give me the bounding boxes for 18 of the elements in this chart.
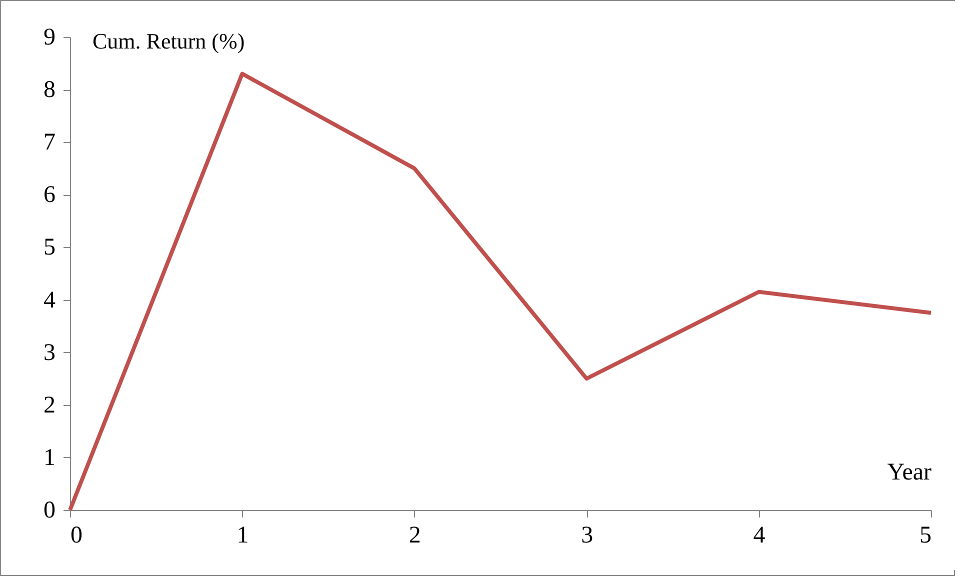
y-tick-label: 5 — [44, 234, 56, 261]
x-tick-label: 5 — [920, 522, 932, 548]
y-tick-label: 7 — [44, 130, 56, 156]
y-tick-label: 6 — [44, 182, 56, 208]
y-axis-title: Cum. Return (%) — [92, 28, 245, 54]
x-axis-title: Year — [887, 460, 932, 486]
x-tick-label: 2 — [408, 522, 421, 548]
y-tick-label: 8 — [44, 77, 56, 104]
x-tick-label: 4 — [753, 522, 766, 548]
y-tick-label: 2 — [44, 392, 56, 418]
y-tick-label: 1 — [44, 444, 56, 471]
y-tick-label: 4 — [44, 287, 56, 314]
y-tick-label: 9 — [44, 24, 56, 50]
y-tick-label: 3 — [44, 340, 56, 366]
x-tick-label: 1 — [236, 522, 249, 548]
y-tick-label: 0 — [44, 498, 56, 524]
x-tick-label: 3 — [581, 522, 594, 548]
x-tick-label: 0 — [70, 522, 82, 548]
